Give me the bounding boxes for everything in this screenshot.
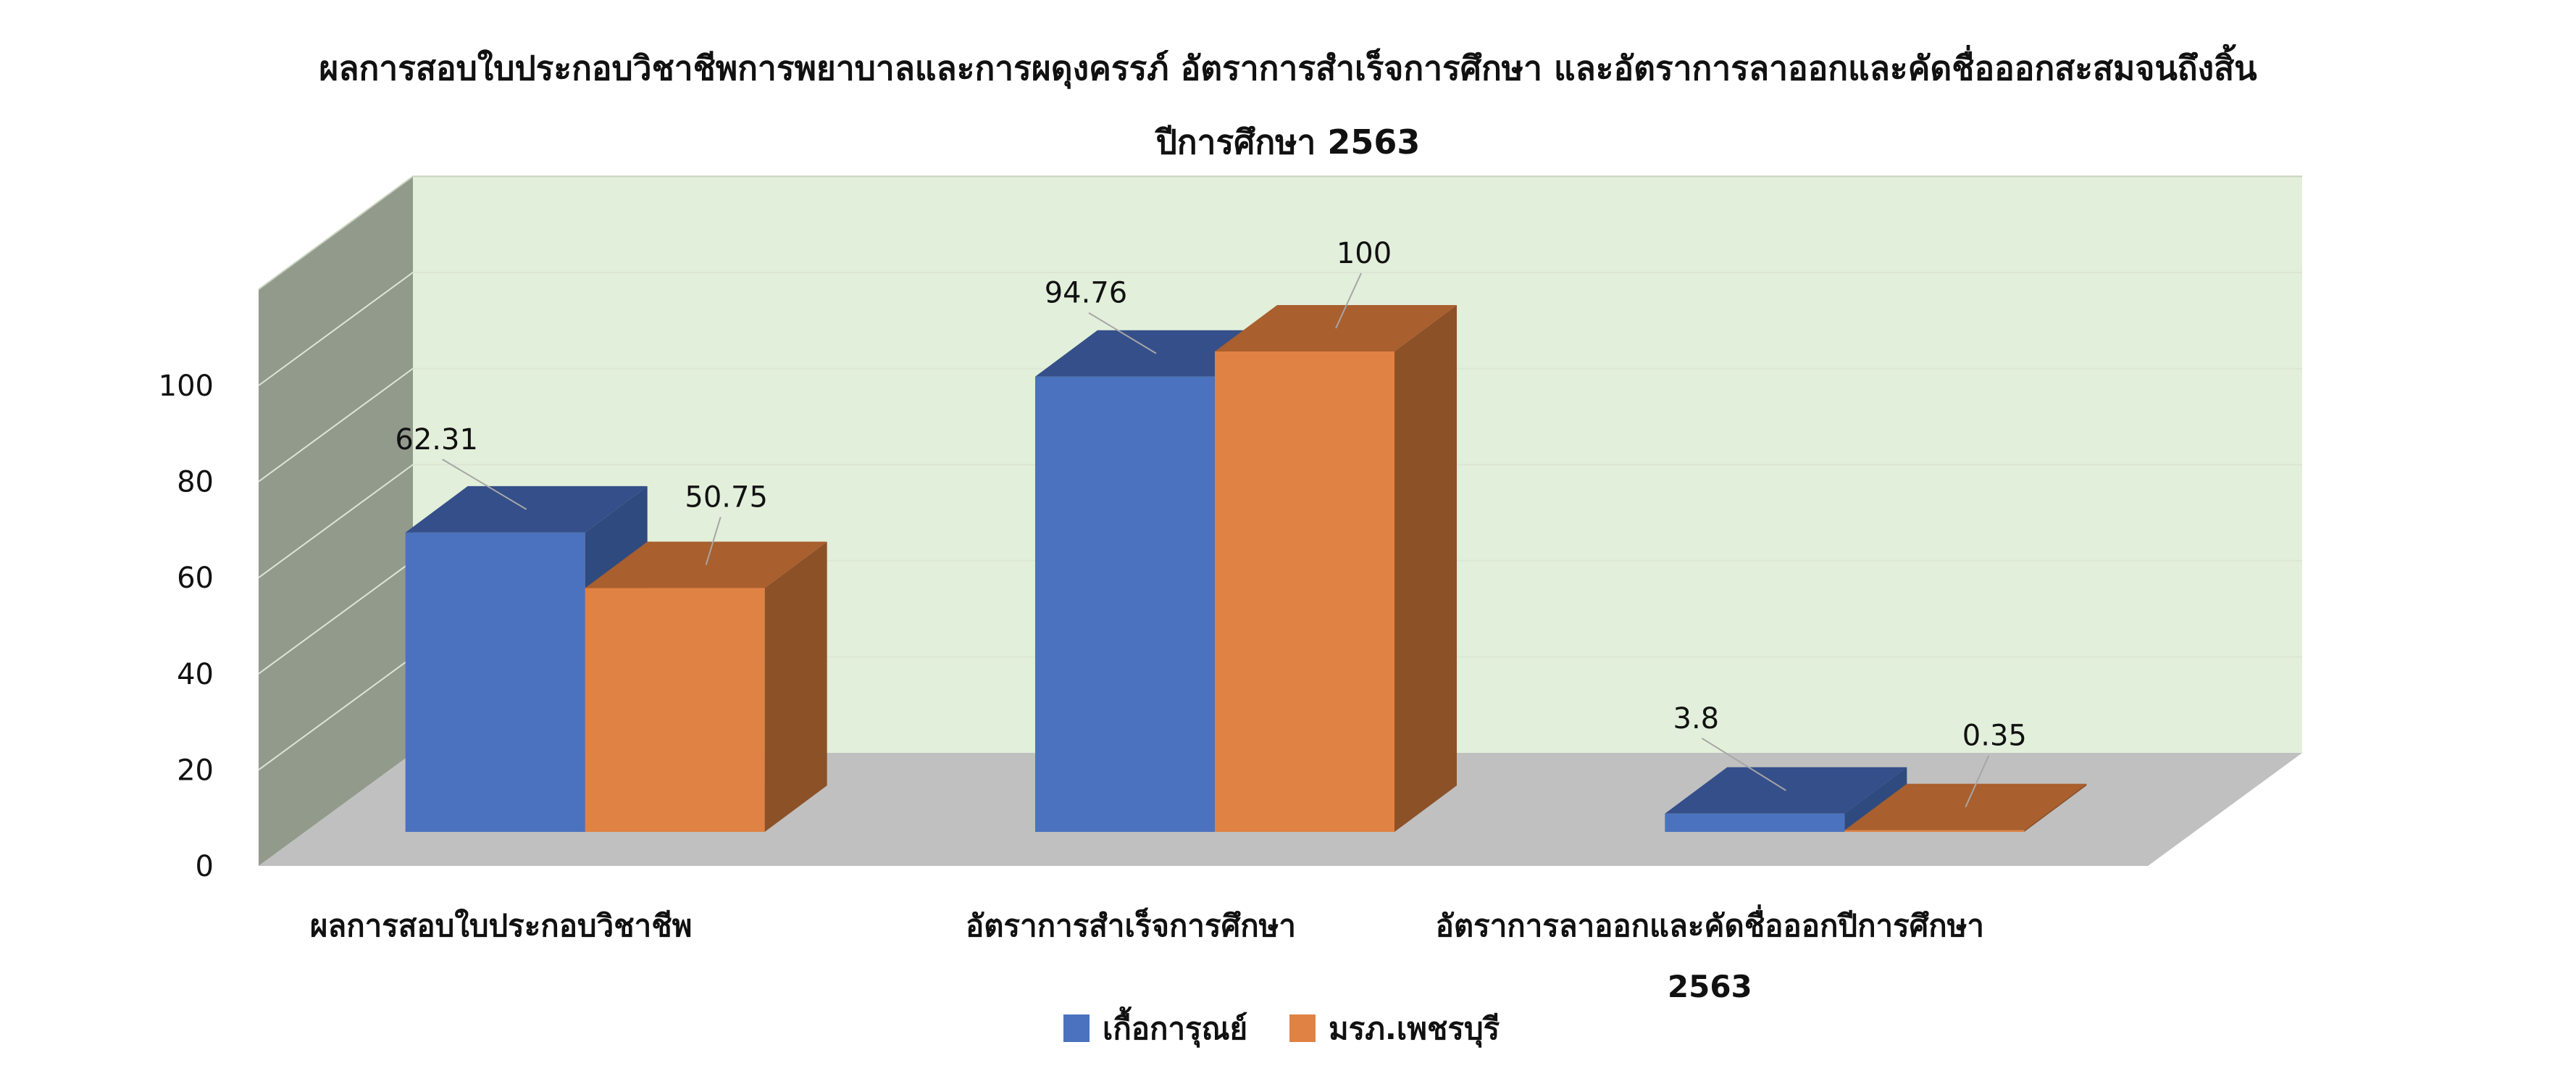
x-category-label: อัตราการสำเร็จการศึกษา: [966, 907, 1296, 943]
bar-top: [585, 541, 827, 588]
y-tick-label: 100: [159, 370, 214, 403]
bar-front-series-1: [1035, 376, 1215, 832]
bar-front-series-2: [1844, 830, 2025, 832]
legend-swatch: [1289, 1014, 1316, 1042]
y-tick-label: 20: [177, 754, 214, 787]
chart-title-line-1: ผลการสอบใบประกอบวิชาชีพการพยาบาลและการผด…: [319, 49, 2257, 88]
bar-side: [1844, 767, 1907, 832]
bar-front-series-2: [1215, 351, 1394, 832]
gridline: [258, 175, 2302, 291]
data-label: 94.76: [1045, 277, 1128, 310]
bar-front-series-1: [405, 532, 585, 832]
bar-front-series-2: [585, 588, 765, 832]
data-label: 50.75: [685, 481, 768, 514]
bar-side: [2024, 783, 2087, 832]
legend-label: เกื้อการุณย์: [1103, 1006, 1247, 1048]
data-label: 62.31: [395, 423, 478, 457]
data-label-leader: [1965, 755, 1990, 808]
x-category-label: อัตราการลาออกและคัดชื่อออกปีการศึกษา: [1436, 904, 1984, 943]
legend-swatch: [1063, 1014, 1090, 1042]
x-category-label: ผลการสอบใบประกอบวิชาชีพ: [310, 908, 693, 943]
chart-title-line-2: ปีการศึกษา 2563: [1155, 122, 1421, 162]
legend-label: มรภ.เพชรบุรี: [1329, 1011, 1500, 1048]
x-category-label: 2563: [1668, 969, 1752, 1004]
y-tick-label: 80: [177, 466, 214, 499]
bar-side: [764, 541, 827, 832]
data-label: 0.35: [1962, 720, 2027, 753]
gridline: [258, 367, 2302, 483]
y-tick-label: 60: [177, 562, 214, 595]
gridline: [258, 272, 2302, 386]
data-label-leader: [1701, 737, 1786, 791]
data-label-leader: [1335, 272, 1362, 329]
data-label-leader: [705, 517, 722, 565]
data-label-leader: [1088, 312, 1157, 354]
gridline: [258, 464, 2302, 579]
bar-side: [1394, 305, 1457, 832]
data-label: 100: [1337, 237, 1392, 270]
y-tick-label: 40: [177, 658, 214, 691]
y-tick-label: 0: [196, 850, 214, 883]
data-label: 3.8: [1673, 702, 1720, 735]
data-label-leader: [442, 459, 527, 510]
bar-front-series-1: [1665, 813, 1845, 832]
